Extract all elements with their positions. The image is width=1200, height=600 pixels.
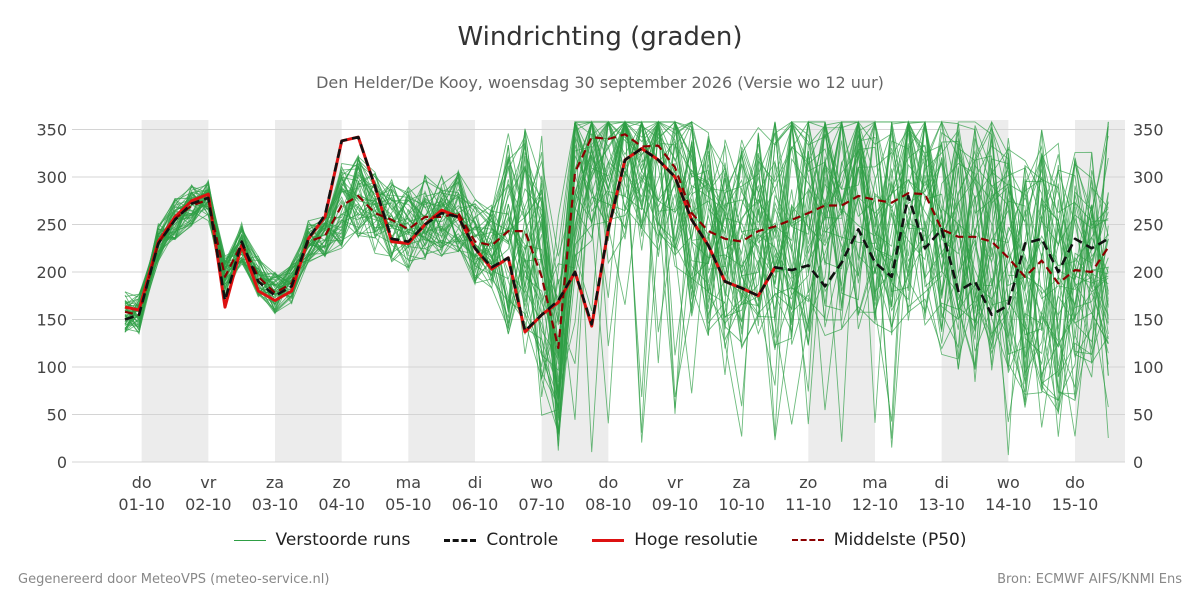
x-tick-date: 07-10 (518, 495, 565, 514)
legend-swatch-ensemble (233, 539, 266, 541)
x-tick-date: 02-10 (185, 495, 232, 514)
x-tick-date: 12-10 (852, 495, 899, 514)
x-tick-day: zo (333, 473, 351, 492)
ensemble-member-line (124, 121, 1109, 407)
shaded-day-band (141, 120, 209, 462)
legend-swatch-hires (592, 538, 625, 542)
chart-subtitle: Den Helder/De Kooy, woensdag 30 septembe… (316, 73, 884, 92)
ensemble-member-line (124, 121, 1109, 416)
y-tick-label-right: 300 (1133, 168, 1164, 187)
legend-item-ensemble[interactable]: Verstoorde runs (233, 530, 411, 550)
legend-swatch-median (791, 539, 824, 541)
legend-swatch-control (444, 538, 477, 542)
legend-item-control[interactable]: Controle (444, 530, 558, 550)
y-tick-label-left: 50 (47, 406, 67, 425)
shaded-day-band (408, 120, 475, 462)
x-tick-day: di (934, 473, 949, 492)
y-tick-label-right: 200 (1133, 263, 1164, 282)
y-tick-label-left: 350 (36, 121, 67, 140)
y-tick-label-right: 50 (1133, 406, 1153, 425)
footer-source: Bron: ECMWF AIFS/KNMI Ens (997, 572, 1182, 587)
ensemble-member-line (124, 120, 1109, 425)
y-tick-label-left: 0 (57, 453, 67, 472)
ensemble-member-line (124, 120, 1109, 414)
x-tick-day: vr (667, 473, 683, 492)
x-tick-day: vr (200, 473, 216, 492)
ensemble-member-line (124, 121, 1109, 422)
ensemble-member-line (124, 121, 1109, 447)
footer-generated-by: Gegenereerd door MeteoVPS (meteo-service… (18, 572, 330, 587)
x-tick-date: 13-10 (918, 495, 965, 514)
y-tick-label-left: 250 (36, 216, 67, 235)
x-tick-date: 03-10 (252, 495, 299, 514)
y-tick-label-left: 150 (36, 311, 67, 330)
x-tick-day: do (132, 473, 152, 492)
x-tick-date: 01-10 (118, 495, 165, 514)
y-tick-label-left: 300 (36, 168, 67, 187)
x-tick-date: 10-10 (718, 495, 765, 514)
x-tick-date: 08-10 (585, 495, 632, 514)
x-tick-date: 14-10 (985, 495, 1032, 514)
legend-label-ensemble: Verstoorde runs (275, 530, 411, 550)
y-tick-label-right: 0 (1133, 453, 1143, 472)
median-line (124, 133, 1110, 350)
x-tick-date: 06-10 (452, 495, 499, 514)
ensemble-member-line (124, 121, 1109, 441)
ensemble-member-line (124, 120, 1109, 439)
chart-legend: Verstoorde runs Controle Hoge resolutie … (0, 530, 1200, 550)
x-tick-day: di (468, 473, 483, 492)
x-tick-day: do (1065, 473, 1085, 492)
x-tick-date: 09-10 (652, 495, 699, 514)
x-tick-day: zo (799, 473, 817, 492)
y-tick-label-right: 100 (1133, 358, 1164, 377)
legend-label-median: Middelste (P50) (833, 530, 967, 550)
y-tick-label-right: 250 (1133, 216, 1164, 235)
x-tick-day: ma (862, 473, 887, 492)
legend-label-hires: Hoge resolutie (634, 530, 758, 550)
y-tick-label-left: 100 (36, 358, 67, 377)
legend-label-control: Controle (486, 530, 559, 550)
x-tick-day: do (598, 473, 618, 492)
x-tick-date: 11-10 (785, 495, 832, 514)
x-tick-day: ma (396, 473, 421, 492)
chart-title: Windrichting (graden) (457, 22, 743, 52)
y-tick-label-right: 150 (1133, 311, 1164, 330)
x-tick-date: 15-10 (1052, 495, 1099, 514)
legend-item-hires[interactable]: Hoge resolutie (592, 530, 758, 550)
legend-item-median[interactable]: Middelste (P50) (791, 530, 967, 550)
ensemble-member-line (124, 120, 1109, 437)
ensemble-member-line (124, 121, 1109, 433)
y-tick-label-right: 350 (1133, 121, 1164, 140)
hires-line (124, 135, 777, 334)
x-tick-day: za (266, 473, 284, 492)
x-tick-date: 05-10 (385, 495, 432, 514)
y-tick-label-left: 200 (36, 263, 67, 282)
x-tick-date: 04-10 (318, 495, 365, 514)
x-tick-day: wo (997, 473, 1020, 492)
x-tick-day: wo (530, 473, 553, 492)
x-tick-day: za (733, 473, 751, 492)
